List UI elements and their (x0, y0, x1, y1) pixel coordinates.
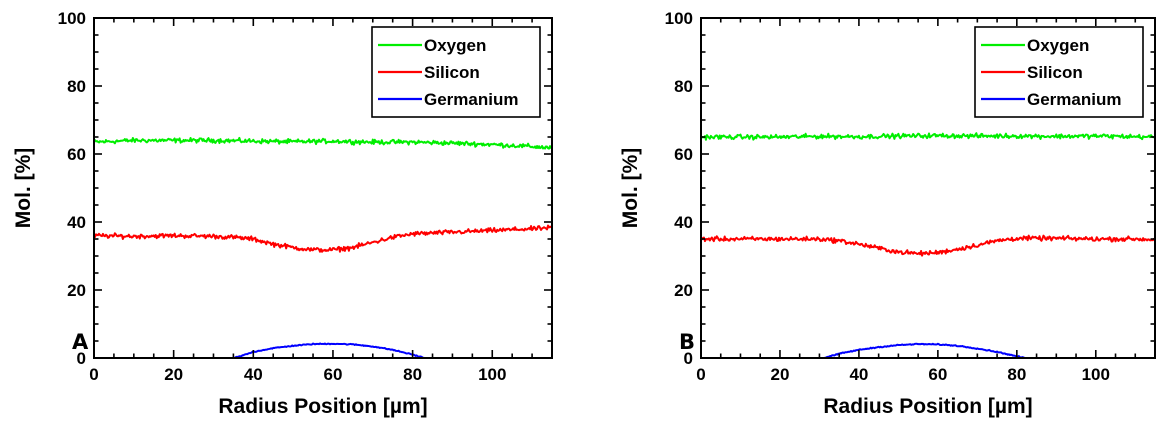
series-line-silicon (701, 234, 1155, 257)
series-line-germanium (94, 342, 552, 358)
y-tick-label: 40 (674, 213, 693, 232)
ticks (93, 17, 553, 359)
legend-label-germanium: Germanium (424, 90, 518, 109)
series-line-oxygen (94, 136, 552, 150)
series-line-silicon (94, 224, 552, 253)
series-line-germanium (701, 342, 1155, 358)
ticks (700, 17, 1156, 359)
x-axis-title: Radius Position [µm] (218, 395, 427, 418)
x-tick-label: 0 (89, 365, 98, 384)
panel-label: B (679, 330, 695, 354)
x-tick-label: 20 (770, 365, 789, 384)
x-axis-title: Radius Position [µm] (823, 395, 1032, 418)
x-tick-label: 0 (696, 365, 705, 384)
series-group (701, 132, 1155, 358)
legend: Oxygen Silicon Germanium (371, 26, 541, 118)
x-tick-label: 100 (478, 365, 506, 384)
y-tick-label: 100 (665, 9, 693, 28)
y-tick-label: 80 (67, 77, 86, 96)
x-tick-label: 20 (164, 365, 183, 384)
y-tick-label: 80 (674, 77, 693, 96)
series-line-oxygen (701, 132, 1155, 141)
legend-label-silicon: Silicon (424, 63, 480, 82)
x-tick-label: 80 (1007, 365, 1026, 384)
legend-label-oxygen: Oxygen (424, 36, 486, 55)
legend-label-silicon: Silicon (1027, 63, 1083, 82)
series-group (94, 136, 552, 358)
chart-panel-a: 0 20 40 60 80 100 0 20 40 60 80 100 Radius Position … (12, 9, 553, 418)
x-tick-label: 60 (323, 365, 342, 384)
y-tick-label: 0 (684, 349, 693, 368)
y-axis-title: Mol. [%] (619, 148, 642, 228)
legend: Oxygen Silicon Germanium (974, 26, 1144, 118)
y-tick-label: 60 (67, 145, 86, 164)
y-tick-label: 40 (67, 213, 86, 232)
x-tick-label: 80 (403, 365, 422, 384)
y-tick-label: 20 (67, 281, 86, 300)
y-tick-label: 0 (77, 349, 86, 368)
x-tick-label: 40 (849, 365, 868, 384)
x-tick-label: 60 (928, 365, 947, 384)
x-tick-label: 100 (1082, 365, 1110, 384)
panel-label: A (72, 330, 89, 354)
y-axis-title: Mol. [%] (12, 148, 35, 228)
y-tick-label: 20 (674, 281, 693, 300)
legend-label-oxygen: Oxygen (1027, 36, 1089, 55)
chart-panel-b: 0 20 40 60 80 100 0 20 40 60 80 100 Radius Position … (619, 9, 1156, 418)
y-tick-label: 100 (58, 9, 86, 28)
x-tick-label: 40 (244, 365, 263, 384)
legend-label-germanium: Germanium (1027, 90, 1121, 109)
y-tick-label: 60 (674, 145, 693, 164)
